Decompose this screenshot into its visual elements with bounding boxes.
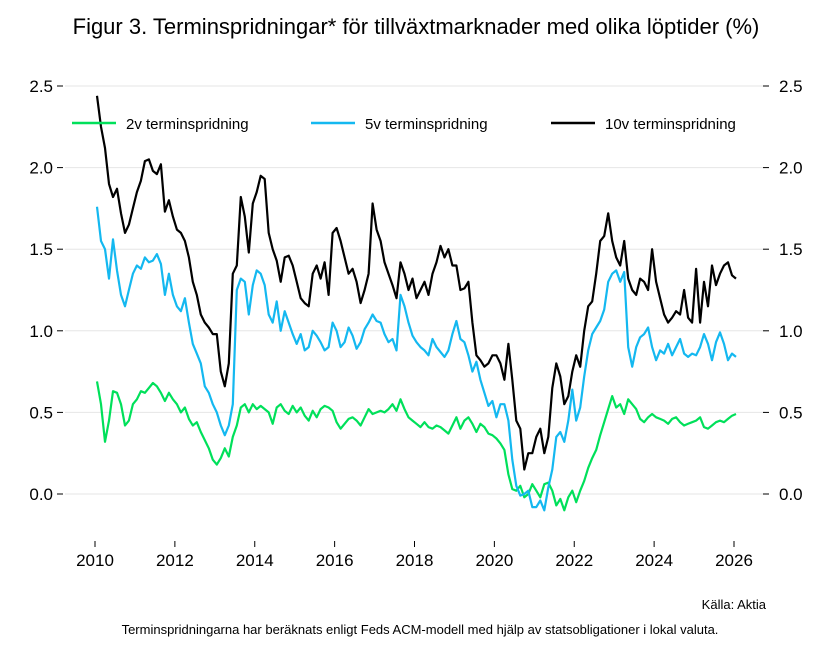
chart-title: Figur 3. Terminspridningar* för tillväxt… xyxy=(72,14,760,39)
series-line-2 xyxy=(95,206,737,512)
x-tick-label: 2014 xyxy=(236,551,274,570)
y-tick-label-left: 2.5 xyxy=(29,77,53,96)
x-tick-label: 2018 xyxy=(396,551,434,570)
legend-label-3: 10v terminspridning xyxy=(605,116,736,133)
source-note: Källa: Aktia xyxy=(701,597,766,612)
x-tick-label: 2024 xyxy=(635,551,673,570)
y-tick-label-left: 1.0 xyxy=(29,322,53,341)
y-tick-label-left: 0.5 xyxy=(29,403,53,422)
axis-layer: 0.0 0.5 1.0 1.5 2.0 2.5 0.0 0.5 1.0 1.5 2.0 2.5 2010… xyxy=(29,77,802,570)
y-tick-label-left: 2.0 xyxy=(29,159,53,178)
series-line-3 xyxy=(95,95,737,471)
legend: 2v terminspridning 5v terminspridning 10v … xyxy=(72,116,736,133)
y-tick-label-right: 2.0 xyxy=(779,159,803,178)
series-line-1 xyxy=(95,381,737,512)
x-tick-label: 2010 xyxy=(76,551,114,570)
x-tick-label: 2020 xyxy=(475,551,513,570)
legend-label-2: 5v terminspridning xyxy=(365,116,488,133)
y-tick-label-left: 0.0 xyxy=(29,485,53,504)
series-layer xyxy=(95,95,737,512)
y-tick-label-right: 2.5 xyxy=(779,77,803,96)
x-tick-label: 2022 xyxy=(555,551,593,570)
x-tick-label: 2016 xyxy=(316,551,354,570)
y-tick-label-right: 0.5 xyxy=(779,403,803,422)
footnote: Terminspridningarna har beräknats enligt… xyxy=(121,622,719,637)
x-tick-label: 2012 xyxy=(156,551,194,570)
y-tick-label-right: 0.0 xyxy=(779,485,803,504)
y-tick-label-left: 1.5 xyxy=(29,240,53,259)
y-tick-label-right: 1.0 xyxy=(779,322,803,341)
legend-label-1: 2v terminspridning xyxy=(126,116,249,133)
x-tick-label: 2026 xyxy=(715,551,753,570)
y-tick-label-right: 1.5 xyxy=(779,240,803,259)
